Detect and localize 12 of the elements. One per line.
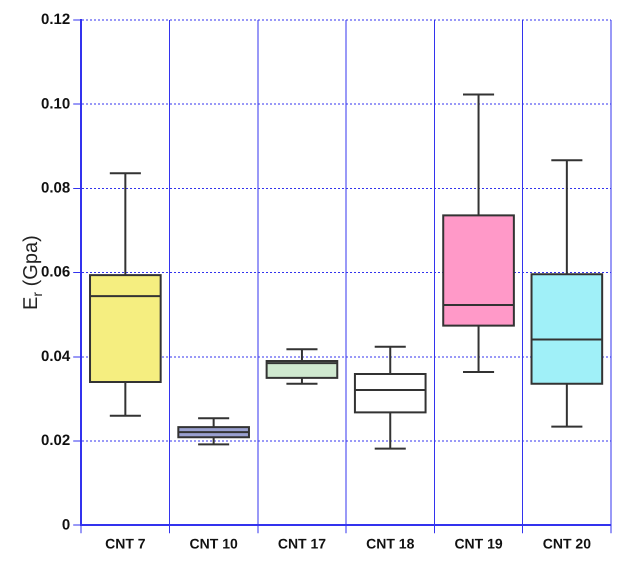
y-tick-label: 0.08 (40, 180, 70, 197)
x-tick-label: CNT 10 (190, 535, 238, 552)
x-tick-label: CNT 19 (454, 535, 503, 552)
x-tick-label: CNT 17 (278, 535, 326, 552)
x-tick-label: CNT 20 (542, 535, 592, 552)
y-tick-label: 0.10 (40, 95, 70, 112)
x-tick-label: CNT 18 (366, 535, 415, 552)
x-tick-label: CNT 7 (105, 535, 146, 552)
y-tick-label: 0 (62, 516, 70, 534)
y-tick-label: 0.12 (40, 11, 70, 28)
y-tick-label: 0.02 (40, 432, 70, 450)
y-tick-label: 0.04 (40, 348, 71, 365)
